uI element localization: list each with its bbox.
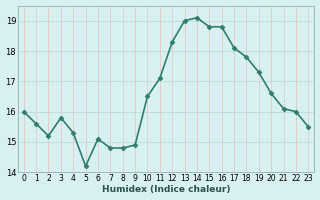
X-axis label: Humidex (Indice chaleur): Humidex (Indice chaleur)	[102, 185, 230, 194]
